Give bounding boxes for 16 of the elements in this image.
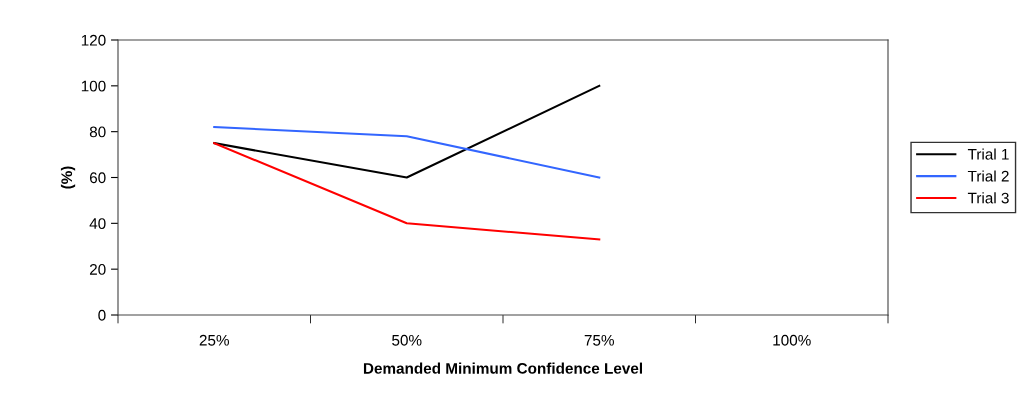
x-tick-label: 50% [392, 334, 422, 346]
legend-label: Trial 3 [967, 192, 1009, 204]
y-tick-label: 100 [81, 80, 106, 92]
y-tick-label: 60 [89, 172, 106, 184]
y-tick-label: 40 [89, 218, 106, 230]
x-tick-label: 75% [584, 334, 614, 346]
legend-label: Trial 2 [967, 170, 1009, 182]
y-tick-label: 120 [81, 34, 106, 46]
x-tick-label: 25% [199, 334, 229, 346]
y-tick-label: 0 [98, 309, 106, 321]
legend-label: Trial 1 [967, 148, 1009, 160]
x-tick-label: 100% [773, 334, 811, 346]
y-tick-label: 80 [89, 126, 106, 138]
x-axis-title: Demanded Minimum Confidence Level [363, 362, 642, 374]
y-tick-label: 20 [89, 264, 106, 275]
y-axis-title: (%) [60, 166, 76, 189]
